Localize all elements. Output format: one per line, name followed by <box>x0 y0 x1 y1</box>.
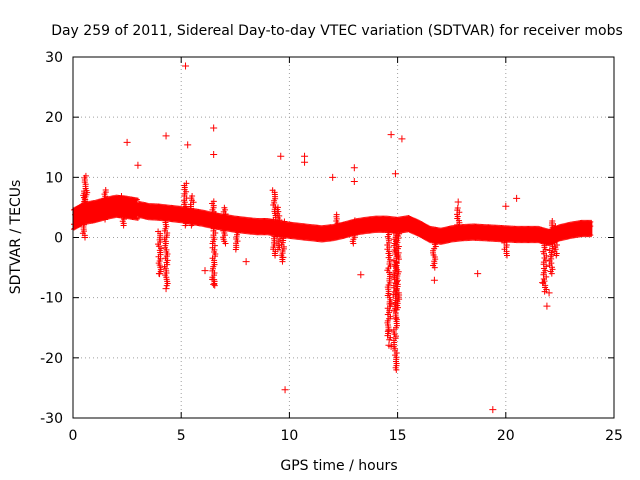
data-point <box>329 173 337 181</box>
data-point <box>279 253 287 261</box>
dip-point <box>82 172 89 179</box>
data-point <box>398 135 406 143</box>
data-point <box>182 62 190 70</box>
dip-point <box>183 180 190 187</box>
y-tick-label: -30 <box>40 411 63 427</box>
dip-point <box>351 217 358 224</box>
chart-title: Day 259 of 2011, Sidereal Day-to-day VTE… <box>51 23 623 39</box>
data-point <box>389 291 397 299</box>
data-point <box>201 267 209 275</box>
x-tick-label: 10 <box>280 428 298 444</box>
dip-point <box>210 198 217 205</box>
axis-ticks: 0 5 10 15 20 25 -30 -20 -10 0 10 20 30 <box>40 50 623 444</box>
dip-point <box>118 192 125 199</box>
dip-point <box>395 222 402 229</box>
dip-point <box>163 204 170 211</box>
data-point <box>210 280 218 288</box>
y-tick-label: 20 <box>45 110 63 126</box>
y-tick-label: 0 <box>54 231 63 247</box>
data-point <box>162 285 170 293</box>
data-point <box>156 270 164 278</box>
data-point <box>301 152 309 160</box>
dip-point <box>431 228 438 235</box>
dip-point <box>221 204 228 211</box>
x-tick-label: 20 <box>497 428 515 444</box>
dip-point <box>281 218 288 225</box>
dip-point <box>392 217 399 224</box>
dip-point <box>121 197 128 204</box>
data-point <box>162 132 170 140</box>
data-point <box>357 271 365 279</box>
data-point <box>454 198 462 206</box>
x-tick-label: 0 <box>69 428 78 444</box>
data-point <box>513 194 521 202</box>
band-point <box>135 197 140 202</box>
data-point <box>210 150 218 158</box>
dip-point <box>333 211 340 218</box>
dip-point <box>274 204 281 211</box>
dip-point <box>235 223 242 230</box>
dip-point <box>269 187 276 194</box>
dip-point <box>546 247 553 254</box>
data-point <box>387 300 395 308</box>
data-point <box>387 342 395 350</box>
dip-point <box>102 186 109 193</box>
data-point <box>545 289 553 297</box>
data-point <box>350 178 358 186</box>
data-point <box>391 315 399 323</box>
data-point <box>539 279 547 287</box>
data-point <box>281 386 289 394</box>
data-point <box>430 276 438 284</box>
dip-point <box>384 223 391 230</box>
band-point <box>135 216 140 221</box>
data-point <box>502 202 510 210</box>
x-tick-label: 25 <box>605 428 623 444</box>
dip-point <box>189 192 196 199</box>
data-point <box>474 270 482 278</box>
dip-point <box>454 205 461 212</box>
data-point <box>123 138 131 146</box>
y-tick-label: -10 <box>40 291 63 307</box>
plot-frame <box>72 56 615 419</box>
dip-point <box>501 229 508 236</box>
data-point <box>242 258 250 266</box>
data-point <box>387 131 395 139</box>
dip-point <box>549 217 556 224</box>
x-tick-label: 15 <box>389 428 407 444</box>
data-point <box>391 170 399 178</box>
x-axis-label: GPS time / hours <box>280 458 397 474</box>
dip-point <box>155 228 162 235</box>
data-point <box>489 406 497 414</box>
data-points <box>71 62 594 414</box>
band-fill <box>73 196 593 245</box>
dip-point <box>187 201 194 208</box>
y-tick-label: -20 <box>40 351 63 367</box>
y-tick-label: 10 <box>45 170 63 186</box>
data-point <box>184 141 192 149</box>
y-tick-label: 30 <box>45 50 63 66</box>
data-point <box>277 152 285 160</box>
dip-point <box>273 233 280 240</box>
data-point <box>301 158 309 166</box>
y-axis-label: SDTVAR / TECUs <box>8 180 24 295</box>
data-point <box>350 164 358 172</box>
data-point <box>210 124 218 132</box>
data-point <box>543 302 551 310</box>
data-point <box>385 327 393 335</box>
x-tick-label: 5 <box>177 428 186 444</box>
dip-point <box>552 223 559 230</box>
data-point <box>134 161 142 169</box>
dip-point <box>542 236 549 243</box>
